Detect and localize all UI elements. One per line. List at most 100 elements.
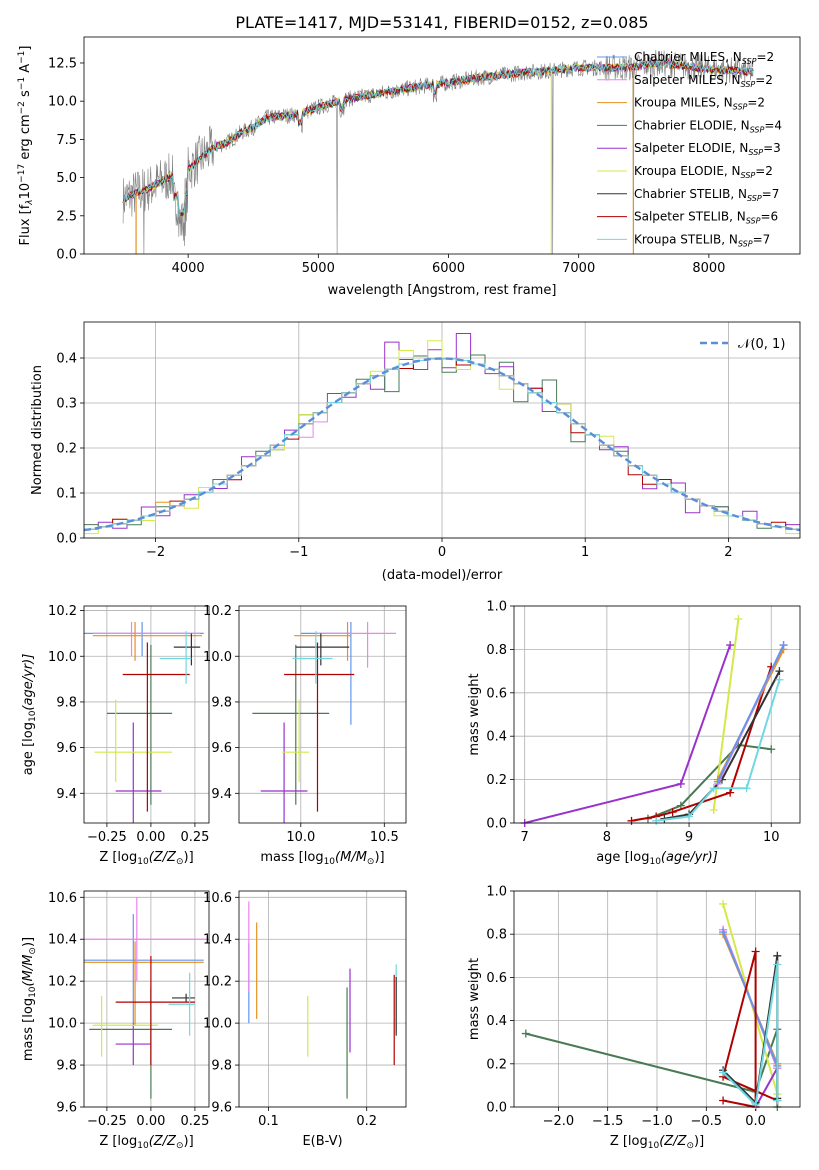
y-axis-label: Flux [fλ10−17 erg cm−2 s−1 A−1]: [17, 46, 35, 246]
label-part: 10: [324, 857, 336, 867]
x-tick-label: 6000: [432, 261, 465, 276]
y-tick-label: 0.0: [56, 248, 77, 263]
x-axis-label: (data-model)/error: [382, 568, 503, 583]
x-tick-label: 1: [581, 545, 589, 560]
weight-marker: [521, 1029, 530, 1038]
x-tick-label: −2: [146, 545, 165, 560]
weight-marker: [767, 745, 776, 754]
label-part: =2: [755, 164, 773, 178]
label-part: age [log: [596, 850, 649, 865]
y-axis-label: Normed distribution: [30, 365, 45, 495]
x-tick-label: −1.0: [641, 1114, 673, 1129]
weight-marker: [719, 928, 728, 937]
y-tick-label: 0.0: [56, 532, 77, 547]
error-point-chabrier-elodie: [106, 644, 173, 805]
y-tick-label: 9.6: [56, 1101, 77, 1116]
label-part: SSP: [742, 57, 757, 66]
label-part: (M/M: [21, 955, 36, 987]
y-tick-label: 0.8: [486, 643, 507, 658]
plot-frame: [83, 36, 801, 255]
label-part: ⊙: [176, 857, 184, 867]
y-tick-label: 9.6: [56, 741, 77, 756]
weight-line-chabrier-miles: [716, 644, 785, 783]
y-tick-label: 10.0: [203, 1017, 232, 1032]
label-part: )]: [374, 850, 384, 865]
x-tick-label: 9: [685, 830, 693, 845]
label-part: 10: [28, 710, 38, 722]
x-tick-label: 0.25: [180, 1114, 209, 1129]
legend-label: 𝒩(0, 1): [738, 337, 785, 352]
error-point-chabrier-stelib: [172, 993, 195, 1003]
panel-1: 4000 5000 6000 7000 8000 0.0 2.5 5.0 7.5 10.0 12.5…: [17, 13, 801, 298]
x-tick-label: 0.0: [745, 1114, 766, 1129]
label-part: Kroupa ELODIE, N: [634, 164, 741, 178]
panel-3: −0.25 0.00 0.259.49.69.810.010.2Z [log10(Z…: [21, 604, 210, 867]
panel-8: −2.0 −1.5 −1.0 −0.5 0.0 0.0 0.2 0.4 0.6 0.8 1.0 Z […: [467, 885, 801, 1151]
label-part: Kroupa STELIB, N: [634, 232, 738, 246]
error-point-salpeter-miles: [84, 897, 209, 982]
y-tick-label: 10.6: [48, 891, 77, 906]
label-part: Flux [f: [18, 204, 33, 245]
weight-marker: [719, 1096, 728, 1105]
weight-marker: [751, 947, 760, 956]
error-point-kroupa-elodie: [94, 699, 173, 782]
x-axis-label: Z [log10(Z/Z⊙)]: [99, 850, 193, 867]
label-part: 10: [18, 183, 33, 200]
panel-2: −2 −1 0 1 2 0.0 0.1 0.2 0.3 0.4 𝒩(0, 1) (data-model…: [30, 321, 801, 583]
error-point-salpeter-stelib: [115, 956, 195, 1066]
x-axis-label: Z [log10(Z/Z⊙)]: [99, 1134, 193, 1151]
y-tick-label: 5.0: [56, 171, 77, 186]
weight-line-chabrier-elodie: [647, 743, 772, 820]
y-tick-label: 2.5: [56, 209, 77, 224]
error-point-kroupa-miles: [294, 621, 351, 661]
y-tick-label: 10.4: [203, 933, 232, 948]
x-tick-label: −0.25: [87, 830, 127, 845]
label-part: )]: [694, 1134, 704, 1149]
x-tick-label: 0.1: [258, 1114, 279, 1129]
panel-4: 10.0 10.5 9.4 9.6 9.8 10.0 10.2 mass [log10(M/M…: [203, 604, 407, 867]
x-tick-label: 7: [521, 830, 529, 845]
weight-marker: [773, 951, 782, 960]
error-point-kroupa-elodie: [92, 995, 158, 1057]
error-point-kroupa-elodie: [282, 699, 310, 782]
y-tick-label: 10.0: [203, 650, 232, 665]
error-point-chabrier-miles: [300, 621, 352, 725]
plot-frame: [83, 890, 210, 1108]
label-part: 10: [28, 986, 38, 998]
error-point-chabrier-miles: [84, 914, 204, 1024]
y-tick-label: 12.5: [48, 56, 77, 71]
weight-marker: [773, 960, 782, 969]
y-tick-label: 0.2: [486, 1057, 507, 1072]
y-tick-label: 1.0: [486, 600, 507, 615]
y-tick-label: 0.4: [56, 352, 77, 367]
y-axis-label: mass weight: [467, 673, 482, 755]
label-part: Kroupa MILES, N: [634, 96, 733, 110]
normal-curve: [84, 357, 800, 532]
label-part: 10: [649, 857, 661, 867]
label-part: )]: [184, 1134, 194, 1149]
label-part: E(B-V): [302, 1134, 342, 1149]
weight-marker: [668, 808, 677, 817]
weight-marker: [676, 779, 685, 788]
label-part: =6: [760, 210, 778, 224]
label-part: (age/yr)]: [661, 850, 718, 865]
x-tick-label: −1: [289, 545, 308, 560]
label-part: (Z/Z: [149, 850, 177, 865]
label-part: −17: [17, 164, 27, 183]
x-tick-label: 10: [763, 830, 780, 845]
x-axis-label: wavelength [Angstrom, rest frame]: [328, 283, 557, 298]
label-part: erg cm: [18, 114, 33, 163]
weight-line-salpeter-stelib: [631, 666, 773, 822]
y-tick-label: 10.2: [203, 604, 232, 619]
label-part: A: [18, 64, 33, 77]
label-part: 10: [137, 1141, 149, 1151]
plot-frame: [513, 605, 801, 824]
y-tick-label: 9.8: [56, 695, 77, 710]
label-part: )]: [21, 937, 36, 947]
x-tick-label: 10.0: [286, 830, 315, 845]
y-tick-label: 9.8: [211, 695, 232, 710]
label-part: (Z/Z: [659, 1134, 687, 1149]
y-tick-label: 10.0: [48, 650, 77, 665]
legend-label: Kroupa MILES, NSSP=2: [634, 96, 765, 112]
